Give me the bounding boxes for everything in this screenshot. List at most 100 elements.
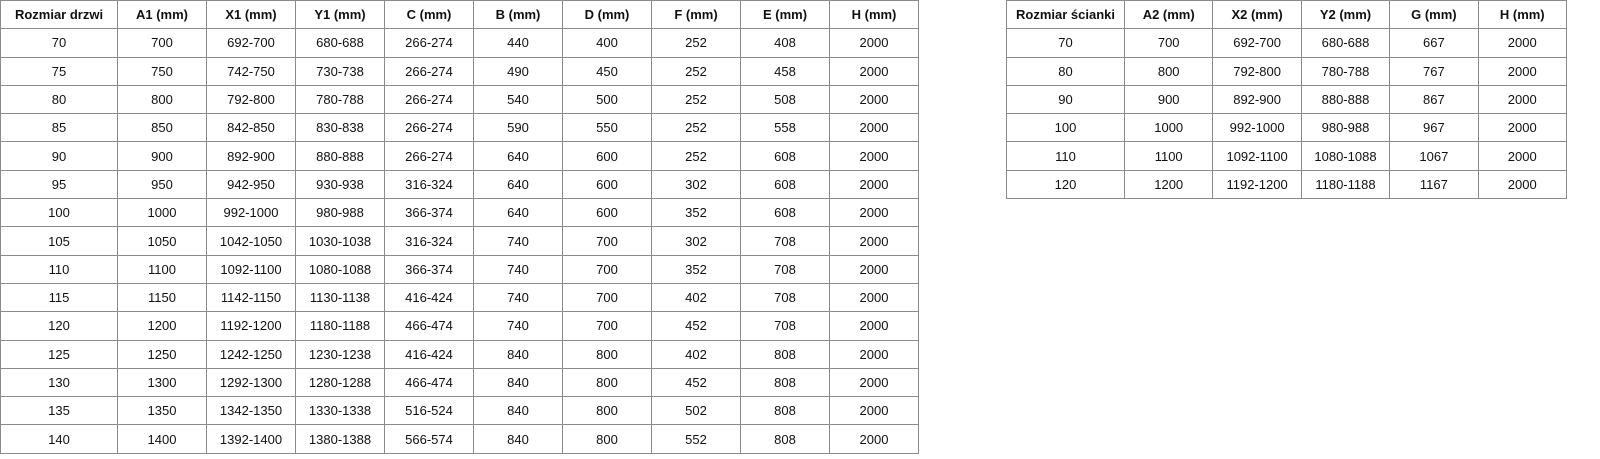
table-cell: 1292-1300 bbox=[206, 367, 296, 398]
table-cell: 2000 bbox=[829, 28, 919, 58]
table-cell: 2000 bbox=[829, 169, 919, 200]
table-cell: 1280-1288 bbox=[295, 367, 385, 398]
table-cell: 366-374 bbox=[384, 254, 474, 284]
table-cell: 266-274 bbox=[384, 56, 474, 86]
table-cell: 2000 bbox=[829, 113, 919, 143]
table-row: 120 1200 1192-1200 1180-1188 1167 2000 bbox=[1006, 169, 1567, 200]
table-cell: 2000 bbox=[829, 424, 919, 454]
table-row: 80 800 792-800 780-788 767 2000 bbox=[1006, 56, 1567, 86]
table-cell: 2000 bbox=[829, 282, 919, 313]
table-cell: 1080-1088 bbox=[1300, 141, 1391, 171]
table-cell: 352 bbox=[651, 198, 741, 228]
column-header: C (mm) bbox=[384, 0, 474, 30]
table-cell: 130 bbox=[0, 367, 118, 398]
table-cell: 105 bbox=[0, 226, 118, 256]
table-cell: 90 bbox=[0, 141, 118, 171]
table-cell: 950 bbox=[117, 169, 207, 200]
table-cell: 316-324 bbox=[384, 226, 474, 256]
table-cell: 2000 bbox=[829, 141, 919, 171]
table-cell: 490 bbox=[473, 56, 563, 86]
table-cell: 252 bbox=[651, 56, 741, 86]
table-cell: 800 bbox=[117, 84, 207, 115]
table-row: 70 700 692-700 680-688 266-274 440 400 252 408 20… bbox=[0, 28, 919, 58]
table-row: 100 1000 992-1000 980-988 967 2000 bbox=[1006, 113, 1567, 143]
table-cell: 2000 bbox=[1477, 84, 1567, 115]
table-cell: 708 bbox=[740, 254, 830, 284]
table-cell: 266-274 bbox=[384, 84, 474, 115]
column-header: G (mm) bbox=[1389, 0, 1479, 30]
column-header: Rozmiar ścianki bbox=[1006, 0, 1125, 30]
table-row: 70 700 692-700 680-688 667 2000 bbox=[1006, 28, 1567, 58]
table-cell: 80 bbox=[1006, 56, 1125, 86]
table-cell: 800 bbox=[562, 424, 652, 454]
table-cell: 466-474 bbox=[384, 367, 474, 398]
table-cell: 85 bbox=[0, 113, 118, 143]
table-cell: 1230-1238 bbox=[295, 339, 385, 369]
table-cell: 600 bbox=[562, 169, 652, 200]
table-cell: 700 bbox=[562, 311, 652, 341]
table-cell: 1330-1338 bbox=[295, 396, 385, 426]
table-cell: 1042-1050 bbox=[206, 226, 296, 256]
table-cell: 100 bbox=[1006, 113, 1125, 143]
table-cell: 75 bbox=[0, 56, 118, 86]
table-cell: 730-738 bbox=[295, 56, 385, 86]
table-cell: 2000 bbox=[829, 84, 919, 115]
table-row: 130 1300 1292-1300 1280-1288 466-474 840 800 45… bbox=[0, 367, 919, 398]
table-cell: 800 bbox=[562, 339, 652, 369]
table-cell: 1180-1188 bbox=[295, 311, 385, 341]
table-cell: 252 bbox=[651, 28, 741, 58]
table-cell: 892-900 bbox=[1212, 84, 1302, 115]
table-cell: 110 bbox=[0, 254, 118, 284]
table-cell: 1192-1200 bbox=[206, 311, 296, 341]
table-cell: 700 bbox=[562, 254, 652, 284]
table-cell: 1150 bbox=[117, 282, 207, 313]
table-cell: 1130-1138 bbox=[295, 282, 385, 313]
table-cell: 2000 bbox=[829, 396, 919, 426]
table-cell: 750 bbox=[117, 56, 207, 86]
table-cell: 708 bbox=[740, 311, 830, 341]
table-cell: 516-524 bbox=[384, 396, 474, 426]
table-cell: 967 bbox=[1389, 113, 1479, 143]
table-cell: 316-324 bbox=[384, 169, 474, 200]
table-cell: 416-424 bbox=[384, 339, 474, 369]
table-row: 140 1400 1392-1400 1380-1388 566-574 840 800 55… bbox=[0, 424, 919, 454]
column-header: H (mm) bbox=[829, 0, 919, 30]
table-cell: 708 bbox=[740, 282, 830, 313]
table-cell: 70 bbox=[0, 28, 118, 58]
header-row: Rozmiar drzwi A1 (mm) X1 (mm) Y1 (mm) C (mm)… bbox=[0, 0, 919, 30]
table-cell: 1242-1250 bbox=[206, 339, 296, 369]
table-cell: 266-274 bbox=[384, 28, 474, 58]
table-cell: 708 bbox=[740, 226, 830, 256]
column-header: Y1 (mm) bbox=[295, 0, 385, 30]
table-cell: 608 bbox=[740, 198, 830, 228]
table-cell: 408 bbox=[740, 28, 830, 58]
table-cell: 600 bbox=[562, 198, 652, 228]
table-cell: 1350 bbox=[117, 396, 207, 426]
table-cell: 120 bbox=[1006, 169, 1125, 200]
header-row: Rozmiar ścianki A2 (mm) X2 (mm) Y2 (mm) G (m… bbox=[1006, 0, 1567, 30]
table-cell: 742-750 bbox=[206, 56, 296, 86]
table-cell: 700 bbox=[1123, 28, 1214, 58]
table-row: 85 850 842-850 830-838 266-274 590 550 252 558 20… bbox=[0, 113, 919, 143]
table-cell: 1092-1100 bbox=[206, 254, 296, 284]
table-cell: 692-700 bbox=[206, 28, 296, 58]
table-cell: 840 bbox=[473, 367, 563, 398]
table-cell: 1050 bbox=[117, 226, 207, 256]
table-cell: 440 bbox=[473, 28, 563, 58]
table-cell: 120 bbox=[0, 311, 118, 341]
table-cell: 416-424 bbox=[384, 282, 474, 313]
table-cell: 135 bbox=[0, 396, 118, 426]
table-cell: 2000 bbox=[829, 198, 919, 228]
table-cell: 266-274 bbox=[384, 141, 474, 171]
table-cell: 1200 bbox=[117, 311, 207, 341]
table-cell: 110 bbox=[1006, 141, 1125, 171]
table-cell: 1080-1088 bbox=[295, 254, 385, 284]
table-cell: 452 bbox=[651, 367, 741, 398]
table-cell: 880-888 bbox=[1300, 84, 1391, 115]
column-header: Y2 (mm) bbox=[1300, 0, 1391, 30]
table-cell: 850 bbox=[117, 113, 207, 143]
table-cell: 800 bbox=[1123, 56, 1214, 86]
table-cell: 992-1000 bbox=[1212, 113, 1302, 143]
column-header: A1 (mm) bbox=[117, 0, 207, 30]
table-cell: 2000 bbox=[1477, 141, 1567, 171]
